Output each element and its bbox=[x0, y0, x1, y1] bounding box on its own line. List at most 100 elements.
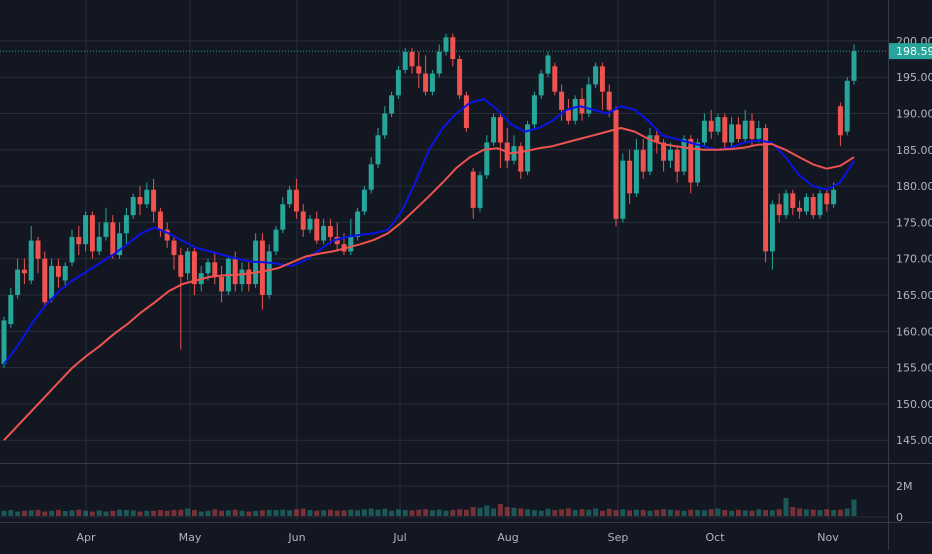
volume-bar bbox=[334, 510, 340, 516]
volume-bar bbox=[722, 510, 728, 516]
volume-bar bbox=[15, 511, 21, 516]
time-tick-label: Apr bbox=[76, 531, 96, 544]
volume-bar bbox=[695, 510, 701, 516]
volume-bar bbox=[130, 510, 136, 516]
candle-body bbox=[21, 269, 27, 274]
volume-bar bbox=[164, 510, 170, 516]
volume-bar bbox=[123, 510, 129, 516]
volume-bar bbox=[803, 509, 809, 516]
last-price-label-box bbox=[889, 43, 932, 60]
candle-body bbox=[348, 236, 354, 252]
volume-bar bbox=[1, 510, 7, 516]
candle-body bbox=[300, 211, 306, 230]
volume-bar bbox=[416, 509, 422, 516]
time-tick-label: Aug bbox=[497, 531, 518, 544]
volume-tick-label: 2M bbox=[896, 480, 913, 493]
volume-bar bbox=[837, 509, 843, 516]
volume-bar bbox=[205, 510, 211, 516]
volume-bar bbox=[627, 510, 633, 516]
volume-bar bbox=[511, 507, 517, 516]
candle-body bbox=[688, 138, 694, 183]
price-tick-label: 185.00 bbox=[896, 144, 932, 157]
volume-bar bbox=[178, 509, 184, 516]
volume-bar bbox=[470, 507, 476, 516]
volume-bar bbox=[593, 508, 599, 516]
volume-bar bbox=[300, 508, 306, 516]
volume-bar bbox=[552, 510, 558, 516]
price-tick-label: 180.00 bbox=[896, 180, 932, 193]
candle-body bbox=[355, 211, 361, 237]
volume-bar bbox=[212, 509, 218, 516]
candle-body bbox=[742, 120, 748, 139]
price-axis[interactable]: 145.00 150.00 155.00 160.00 165.00 170.00 175.… bbox=[896, 35, 932, 447]
candle-body bbox=[280, 204, 286, 230]
candle-body bbox=[191, 251, 197, 285]
candle-body bbox=[232, 258, 238, 285]
candle-body bbox=[525, 124, 531, 172]
volume-bar bbox=[348, 509, 354, 516]
candle-body bbox=[151, 189, 157, 212]
volume-bar bbox=[232, 509, 238, 516]
volume-bar bbox=[776, 509, 782, 516]
candle-body bbox=[409, 51, 415, 67]
candle-body bbox=[273, 229, 279, 252]
candle-body bbox=[28, 240, 34, 281]
candle-body bbox=[803, 196, 809, 212]
volume-bar bbox=[763, 510, 769, 516]
candle-body bbox=[35, 240, 41, 259]
candle-body bbox=[722, 117, 728, 143]
candle-body bbox=[103, 222, 109, 237]
volume-bar bbox=[613, 510, 619, 516]
candle-body bbox=[239, 269, 245, 285]
volume-bar bbox=[497, 504, 503, 516]
volume-bar bbox=[117, 509, 123, 516]
candle-body bbox=[130, 196, 136, 216]
volume-bar bbox=[647, 510, 653, 516]
candle-body bbox=[831, 189, 837, 205]
volume-bar bbox=[96, 510, 102, 516]
volume-bar bbox=[35, 509, 41, 516]
volume-bar bbox=[463, 509, 469, 516]
volume-bar bbox=[76, 509, 82, 516]
volume-bar bbox=[239, 510, 245, 516]
volume-bar bbox=[572, 510, 578, 516]
candle-body bbox=[627, 160, 633, 194]
volume-bar bbox=[423, 509, 429, 516]
volume-bar bbox=[49, 510, 55, 516]
candle-body bbox=[287, 189, 293, 205]
time-axis[interactable]: Apr May Jun Jul Aug Sep Oct Nov bbox=[76, 531, 839, 544]
volume-bar bbox=[409, 510, 415, 516]
candle-body bbox=[484, 142, 490, 176]
candle-body bbox=[729, 124, 735, 143]
volume-bar bbox=[21, 510, 27, 516]
volume-bar bbox=[477, 507, 483, 516]
volume-axis[interactable]: 0 2M bbox=[896, 480, 913, 524]
candle-body bbox=[708, 120, 714, 132]
candle-body bbox=[185, 251, 191, 274]
volume-bar bbox=[185, 508, 191, 516]
candle-body bbox=[606, 91, 612, 110]
candlestick-series bbox=[1, 33, 857, 368]
volume-bar bbox=[225, 510, 231, 516]
candle-body bbox=[395, 69, 401, 96]
volume-bar bbox=[742, 510, 748, 516]
candle-body bbox=[457, 59, 463, 96]
volume-bar bbox=[69, 510, 75, 516]
volume-bar bbox=[355, 510, 361, 516]
volume-bar bbox=[436, 509, 442, 516]
candle-body bbox=[436, 51, 442, 74]
candle-body bbox=[1, 320, 7, 364]
volume-bar bbox=[110, 510, 116, 516]
volume-bar bbox=[661, 509, 667, 516]
candle-body bbox=[382, 113, 388, 136]
candle-body bbox=[416, 66, 422, 74]
volume-bars bbox=[1, 498, 857, 516]
candle-body bbox=[572, 98, 578, 121]
candle-body bbox=[164, 229, 170, 241]
candle-body bbox=[640, 149, 646, 172]
volume-bar bbox=[259, 510, 265, 516]
candle-body bbox=[667, 149, 673, 161]
candle-body bbox=[769, 204, 775, 252]
